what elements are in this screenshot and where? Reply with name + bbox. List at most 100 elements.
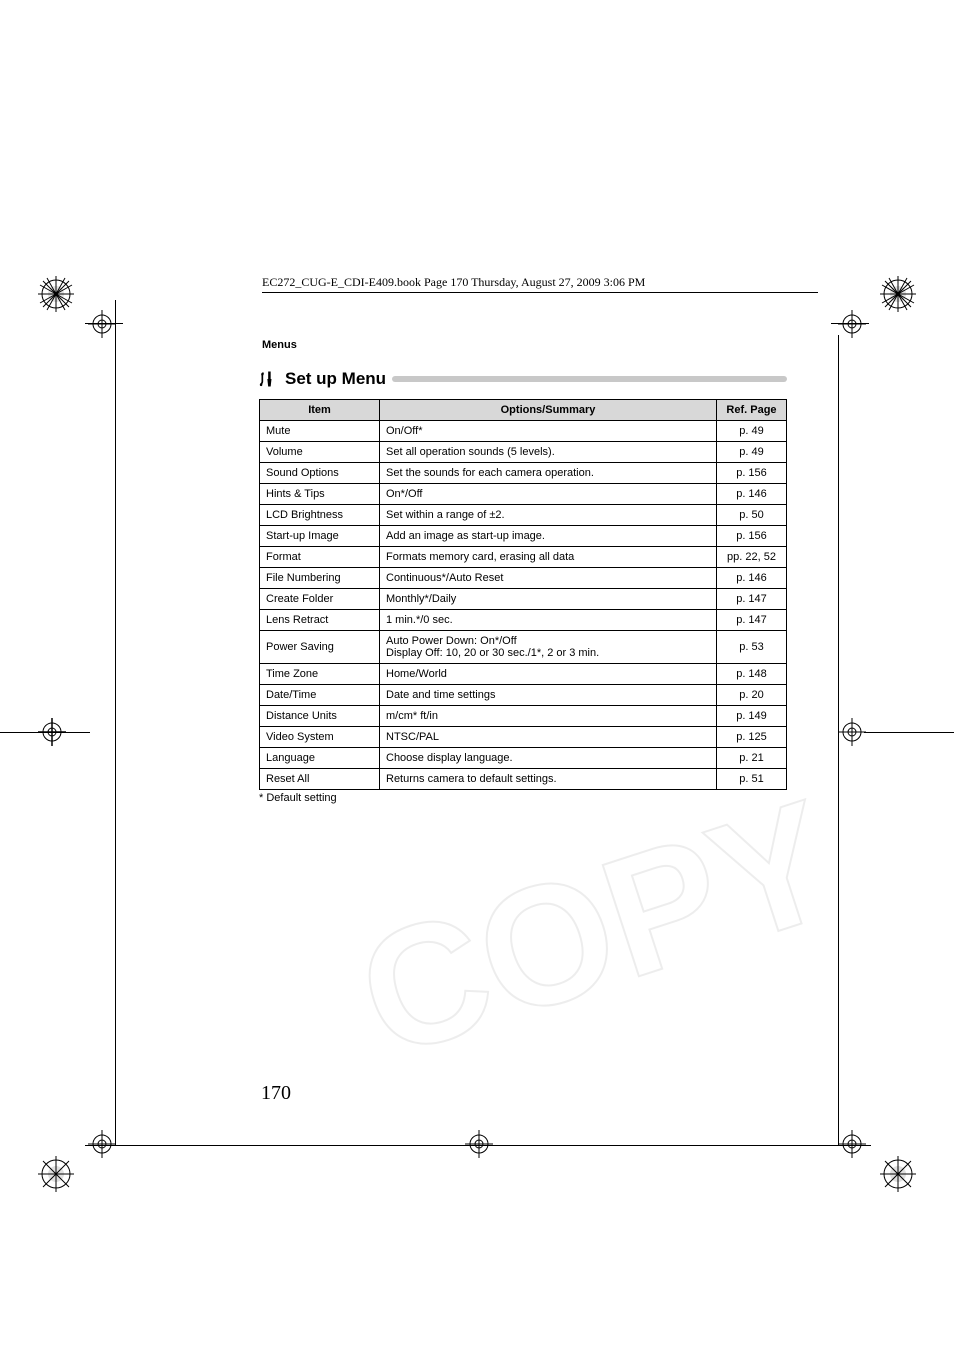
cell-item: Lens Retract bbox=[260, 610, 380, 631]
cell-options: Formats memory card, erasing all data bbox=[380, 547, 717, 568]
cell-options: Auto Power Down: On*/Off Display Off: 10… bbox=[380, 631, 717, 664]
footnote: * Default setting bbox=[259, 792, 822, 804]
crop-target bbox=[838, 310, 866, 338]
setup-menu-table: Item Options/Summary Ref. Page MuteOn/Of… bbox=[259, 399, 787, 790]
cell-ref: p. 21 bbox=[717, 748, 787, 769]
book-header-line: EC272_CUG-E_CDI-E409.book Page 170 Thurs… bbox=[262, 275, 818, 293]
table-row: Distance Unitsm/cm* ft/inp. 149 bbox=[260, 706, 787, 727]
cell-ref: p. 53 bbox=[717, 631, 787, 664]
heading-bar bbox=[392, 376, 787, 382]
cell-item: Format bbox=[260, 547, 380, 568]
cell-options: Add an image as start-up image. bbox=[380, 526, 717, 547]
setup-heading-row: Set up Menu bbox=[259, 369, 822, 389]
cell-ref: p. 156 bbox=[717, 463, 787, 484]
cell-ref: p. 156 bbox=[717, 526, 787, 547]
cell-options: Monthly*/Daily bbox=[380, 589, 717, 610]
table-row: LanguageChoose display language.p. 21 bbox=[260, 748, 787, 769]
cell-item: Time Zone bbox=[260, 664, 380, 685]
table-header-row: Item Options/Summary Ref. Page bbox=[260, 400, 787, 421]
th-options: Options/Summary bbox=[380, 400, 717, 421]
cell-item: LCD Brightness bbox=[260, 505, 380, 526]
cell-ref: p. 51 bbox=[717, 769, 787, 790]
cell-options: Date and time settings bbox=[380, 685, 717, 706]
table-row: Time ZoneHome/Worldp. 148 bbox=[260, 664, 787, 685]
cell-options: m/cm* ft/in bbox=[380, 706, 717, 727]
crop-target bbox=[465, 1130, 493, 1158]
table-row: FormatFormats memory card, erasing all d… bbox=[260, 547, 787, 568]
guide-line bbox=[831, 323, 869, 324]
cell-ref: p. 49 bbox=[717, 421, 787, 442]
cell-ref: pp. 22, 52 bbox=[717, 547, 787, 568]
cell-ref: p. 149 bbox=[717, 706, 787, 727]
table-row: Start-up ImageAdd an image as start-up i… bbox=[260, 526, 787, 547]
reg-mark-bottom-right bbox=[880, 1156, 916, 1192]
cell-item: Video System bbox=[260, 727, 380, 748]
cell-ref: p. 147 bbox=[717, 610, 787, 631]
cell-ref: p. 147 bbox=[717, 589, 787, 610]
table-row: Sound OptionsSet the sounds for each cam… bbox=[260, 463, 787, 484]
cell-options: Set all operation sounds (5 levels). bbox=[380, 442, 717, 463]
cell-ref: p. 50 bbox=[717, 505, 787, 526]
crop-target bbox=[88, 1130, 116, 1158]
tools-icon bbox=[259, 370, 279, 388]
table-row: VolumeSet all operation sounds (5 levels… bbox=[260, 442, 787, 463]
section-label: Menus bbox=[262, 339, 822, 351]
cell-item: Start-up Image bbox=[260, 526, 380, 547]
cell-ref: p. 125 bbox=[717, 727, 787, 748]
cell-ref: p. 146 bbox=[717, 484, 787, 505]
cell-ref: p. 146 bbox=[717, 568, 787, 589]
table-row: MuteOn/Off*p. 49 bbox=[260, 421, 787, 442]
table-row: Power SavingAuto Power Down: On*/Off Dis… bbox=[260, 631, 787, 664]
guide-line bbox=[85, 323, 123, 324]
cell-item: Date/Time bbox=[260, 685, 380, 706]
cell-options: 1 min.*/0 sec. bbox=[380, 610, 717, 631]
cell-item: Language bbox=[260, 748, 380, 769]
cell-options: On/Off* bbox=[380, 421, 717, 442]
crop-target bbox=[88, 310, 116, 338]
th-item: Item bbox=[260, 400, 380, 421]
cell-options: Returns camera to default settings. bbox=[380, 769, 717, 790]
reg-mark-top-right bbox=[880, 276, 916, 312]
cell-item: Sound Options bbox=[260, 463, 380, 484]
cell-options: NTSC/PAL bbox=[380, 727, 717, 748]
cell-options: Continuous*/Auto Reset bbox=[380, 568, 717, 589]
cell-item: Power Saving bbox=[260, 631, 380, 664]
cell-options: Choose display language. bbox=[380, 748, 717, 769]
cell-options: On*/Off bbox=[380, 484, 717, 505]
table-row: LCD BrightnessSet within a range of ±2.p… bbox=[260, 505, 787, 526]
table-row: Date/TimeDate and time settingsp. 20 bbox=[260, 685, 787, 706]
cell-item: Distance Units bbox=[260, 706, 380, 727]
table-row: File NumberingContinuous*/Auto Resetp. 1… bbox=[260, 568, 787, 589]
page-number: 170 bbox=[261, 1082, 291, 1105]
cell-item: File Numbering bbox=[260, 568, 380, 589]
cell-options: Home/World bbox=[380, 664, 717, 685]
table-row: Lens Retract1 min.*/0 sec.p. 147 bbox=[260, 610, 787, 631]
reg-mark-top-left bbox=[38, 276, 74, 312]
table-row: Reset AllReturns camera to default setti… bbox=[260, 769, 787, 790]
cell-item: Hints & Tips bbox=[260, 484, 380, 505]
cell-item: Reset All bbox=[260, 769, 380, 790]
cell-item: Volume bbox=[260, 442, 380, 463]
cell-options: Set the sounds for each camera operation… bbox=[380, 463, 717, 484]
setup-title: Set up Menu bbox=[285, 369, 386, 389]
reg-mark-bottom-left bbox=[38, 1156, 74, 1192]
guide-line bbox=[0, 732, 90, 733]
cell-ref: p. 148 bbox=[717, 664, 787, 685]
cell-ref: p. 20 bbox=[717, 685, 787, 706]
table-row: Video SystemNTSC/PALp. 125 bbox=[260, 727, 787, 748]
cell-options: Set within a range of ±2. bbox=[380, 505, 717, 526]
table-row: Create FolderMonthly*/Dailyp. 147 bbox=[260, 589, 787, 610]
page-content: EC272_CUG-E_CDI-E409.book Page 170 Thurs… bbox=[132, 275, 822, 1095]
th-ref: Ref. Page bbox=[717, 400, 787, 421]
crop-target bbox=[838, 1130, 866, 1158]
cell-ref: p. 49 bbox=[717, 442, 787, 463]
cell-item: Create Folder bbox=[260, 589, 380, 610]
guide-line bbox=[115, 300, 116, 1145]
crop-target bbox=[838, 718, 866, 746]
cell-item: Mute bbox=[260, 421, 380, 442]
table-row: Hints & TipsOn*/Offp. 146 bbox=[260, 484, 787, 505]
guide-line bbox=[864, 732, 954, 733]
guide-line bbox=[838, 335, 839, 1145]
guide-line bbox=[85, 1145, 871, 1146]
svg-text:COPY: COPY bbox=[338, 764, 827, 1094]
